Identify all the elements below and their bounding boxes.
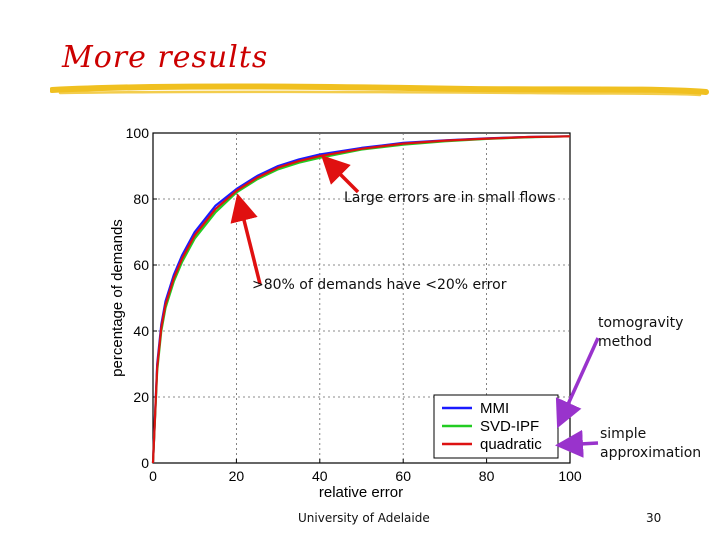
y-axis-label: percentage of demands <box>109 219 126 377</box>
arrow-large-errors <box>321 155 360 194</box>
annotation-large-errors: Large errors are in small flows <box>344 190 556 206</box>
x-tick-label: 20 <box>229 468 245 484</box>
annotation-tomogravity: tomogravity method <box>598 315 684 350</box>
x-axis-label: relative error <box>319 484 403 501</box>
axis-ticks: 0 20 40 60 80 100 0 20 40 60 80 100 <box>126 125 582 484</box>
annotation-simple: simple approximation <box>600 426 702 461</box>
y-tick-label: 80 <box>133 191 149 207</box>
annotation-eighty-percent: >80% of demands have <20% error <box>252 277 507 293</box>
legend-label: MMI <box>480 400 509 417</box>
x-tick-label: 80 <box>479 468 495 484</box>
y-tick-label: 100 <box>126 125 150 141</box>
y-tick-label: 20 <box>133 389 149 405</box>
y-tick-label: 40 <box>133 323 149 339</box>
arrow-eighty-percent <box>230 193 262 285</box>
y-tick-label: 0 <box>141 455 149 471</box>
arrow-simple <box>555 429 599 458</box>
x-tick-label: 100 <box>558 468 582 484</box>
x-tick-label: 60 <box>395 468 411 484</box>
series-lines <box>151 135 571 464</box>
annotation-arrows <box>230 155 600 458</box>
page-number: 30 <box>646 511 662 525</box>
legend-label: quadratic <box>480 436 542 453</box>
series-line-quadratic <box>151 135 571 464</box>
footer-institution: University of Adelaide <box>298 511 430 525</box>
legend-label: SVD-IPF <box>480 418 539 435</box>
arrow-tomogravity <box>555 337 600 429</box>
x-tick-label: 0 <box>149 468 157 484</box>
title-underline <box>50 83 709 97</box>
slide-title: More results <box>62 40 269 75</box>
x-tick-label: 40 <box>312 468 328 484</box>
y-tick-label: 60 <box>133 257 149 273</box>
